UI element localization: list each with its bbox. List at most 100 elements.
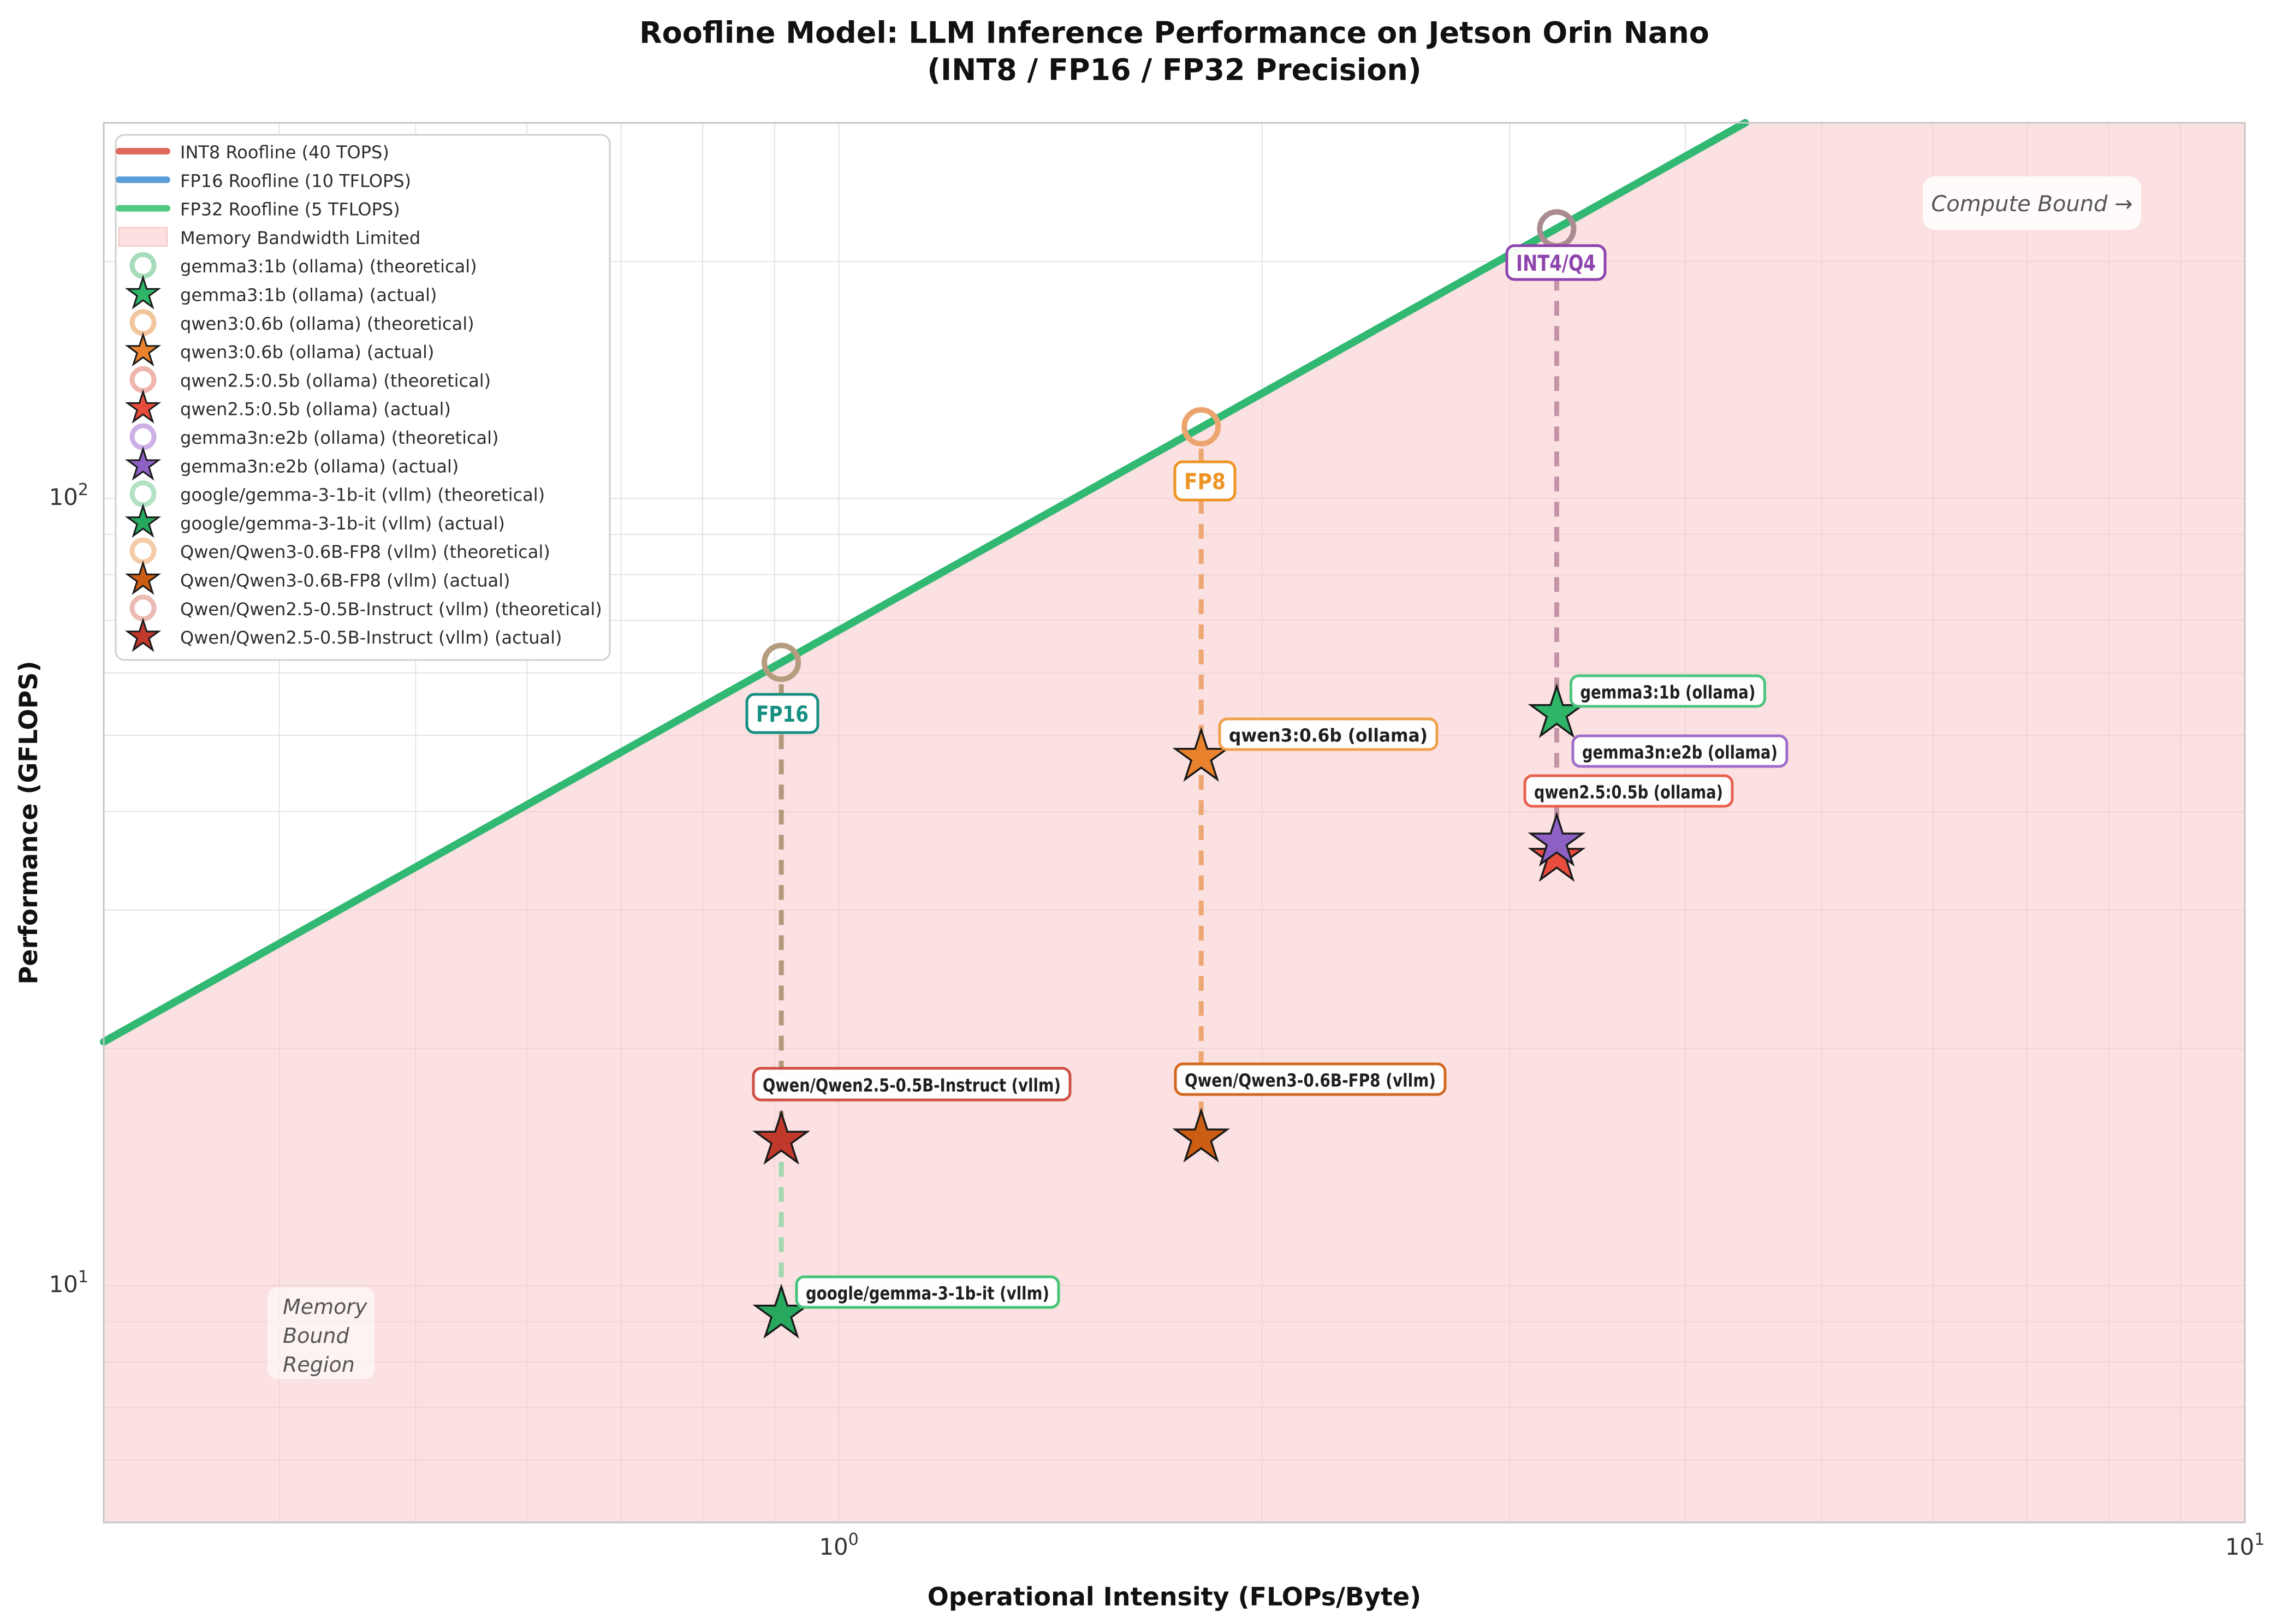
legend-item-qwen2-5-0-5b-ollama-actual: qwen2.5:0.5b (ollama) (actual) xyxy=(124,389,451,424)
chart-title-line2: (INT8 / FP16 / FP32 Precision) xyxy=(927,53,1421,87)
legend-item-memory-bandwidth-limited: Memory Bandwidth Limited xyxy=(118,227,420,248)
legend: INT8 Roofline (40 TOPS) FP16 Roofline (10… xyxy=(115,134,611,661)
memory-bound-text-line2: Bound xyxy=(283,1324,349,1348)
legend-item-fp32-roofline-5-tflops-label: FP32 Roofline (5 TFLOPS) xyxy=(180,199,400,220)
legend-item-qwen3-0-6b-ollama-actual-swatch xyxy=(124,332,162,367)
legend-item-qwen3-0-6b-ollama-theoretical-label: qwen3:0.6b (ollama) (theoretical) xyxy=(180,313,474,334)
legend-item-gemma3n-e2b-ollama-actual-label: gemma3n:e2b (ollama) (actual) xyxy=(180,456,459,477)
precision-tag-fp8-text: FP8 xyxy=(1184,469,1226,495)
x-axis-label: Operational Intensity (FLOPs/Byte) xyxy=(928,1582,1421,1611)
model-label-qwen-qwen2-5-0-5b-instruct-vllm-text: Qwen/Qwen2.5-0.5B-Instruct (vllm) xyxy=(763,1075,1061,1096)
theoretical-marker-fp8 xyxy=(1181,407,1221,447)
model-label-qwen-qwen3-0-6b-fp8-vllm: Qwen/Qwen3-0.6B-FP8 (vllm) xyxy=(1174,1062,1447,1096)
legend-item-qwen-qwen2-5-0-5b-instruct-vllm-theoretical-label: Qwen/Qwen2.5-0.5B-Instruct (vllm) (theor… xyxy=(180,599,602,620)
legend-box xyxy=(115,134,611,661)
plot-border xyxy=(103,122,2246,1524)
legend-item-qwen-qwen2-5-0-5b-instruct-vllm-actual-swatch xyxy=(124,617,162,652)
theoretical-marker-fp16 xyxy=(762,643,801,682)
model-label-gemma3-1b-ollama-box xyxy=(1570,674,1766,708)
y-tick-10e1: 101 xyxy=(49,1268,88,1298)
precision-tag-fp16-text: FP16 xyxy=(756,702,809,727)
legend-item-qwen3-0-6b-ollama-actual: qwen3:0.6b (ollama) (actual) xyxy=(124,332,434,367)
actual-star-qwen-qwen3-0-6b-fp8-vllm xyxy=(1172,1107,1231,1163)
legend-item-gemma3n-e2b-ollama-theoretical-label: gemma3n:e2b (ollama) (theoretical) xyxy=(180,427,499,448)
legend-item-fp16-roofline-10-tflops: FP16 Roofline (10 TFLOPS) xyxy=(116,170,411,191)
legend-item-gemma3n-e2b-ollama-actual-swatch xyxy=(124,446,162,481)
legend-item-google-gemma-3-1b-it-vllm-theoretical-label: google/gemma-3-1b-it (vllm) (theoretical… xyxy=(180,485,545,505)
legend-item-google-gemma-3-1b-it-vllm-actual-label: google/gemma-3-1b-it (vllm) (actual) xyxy=(180,513,505,534)
precision-tag-fp8-box xyxy=(1173,460,1237,502)
actual-star-gemma3n-e2b-ollama xyxy=(1528,811,1586,867)
memory-bound-box xyxy=(268,1287,375,1379)
legend-item-int8-roofline-40-tops: INT8 Roofline (40 TOPS) xyxy=(116,142,389,163)
model-label-qwen-qwen2-5-0-5b-instruct-vllm-box xyxy=(752,1067,1072,1102)
legend-item-qwen2-5-0-5b-ollama-actual-label: qwen2.5:0.5b (ollama) (actual) xyxy=(180,399,451,420)
legend-item-qwen-qwen3-0-6b-fp8-vllm-actual: Qwen/Qwen3-0.6B-FP8 (vllm) (actual) xyxy=(124,560,510,595)
legend-item-qwen3-0-6b-ollama-actual-label: qwen3:0.6b (ollama) (actual) xyxy=(180,342,434,362)
model-label-qwen3-0-6b-ollama: qwen3:0.6b (ollama) xyxy=(1218,717,1439,751)
legend-item-gemma3-1b-ollama-actual-swatch xyxy=(124,275,162,310)
memory-bound-annotation: Memory Bound Region xyxy=(268,1287,375,1379)
legend-item-memory-bandwidth-limited-label: Memory Bandwidth Limited xyxy=(180,228,420,248)
legend-item-google-gemma-3-1b-it-vllm-actual-swatch xyxy=(124,503,162,538)
compute-bound-text: Compute Bound → xyxy=(1931,192,2132,217)
model-label-qwen2-5-0-5b-ollama-text: qwen2.5:0.5b (ollama) xyxy=(1534,782,1723,803)
legend-item-qwen2-5-0-5b-ollama-theoretical-label: qwen2.5:0.5b (ollama) (theoretical) xyxy=(180,370,491,391)
x-tick-10e0: 100 xyxy=(819,1530,859,1560)
legend-item-gemma3-1b-ollama-theoretical: gemma3:1b (ollama) (theoretical) xyxy=(129,252,477,279)
precision-tag-fp16-box xyxy=(745,693,819,734)
roofline-lines xyxy=(100,119,1749,1046)
precision-tag-int4-q4-text: INT4/Q4 xyxy=(1516,251,1596,276)
axis-tick-labels: 100 101 101 102 xyxy=(49,480,2265,1560)
model-label-gemma3n-e2b-ollama-box xyxy=(1571,734,1788,768)
legend-item-qwen2-5-0-5b-ollama-theoretical: qwen2.5:0.5b (ollama) (theoretical) xyxy=(129,366,491,393)
legend-item-qwen2-5-0-5b-ollama-actual-swatch xyxy=(124,389,162,424)
memory-bound-text-line3: Region xyxy=(283,1353,355,1377)
legend-item-int8-roofline-40-tops-label: INT8 Roofline (40 TOPS) xyxy=(180,142,389,163)
legend-item-qwen-qwen2-5-0-5b-instruct-vllm-actual: Qwen/Qwen2.5-0.5B-Instruct (vllm) (actua… xyxy=(124,617,562,652)
model-label-qwen-qwen3-0-6b-fp8-vllm-box xyxy=(1174,1062,1447,1096)
legend-item-gemma3n-e2b-ollama-theoretical: gemma3n:e2b (ollama) (theoretical) xyxy=(129,423,499,450)
model-label-gemma3n-e2b-ollama-text: gemma3n:e2b (ollama) xyxy=(1582,742,1778,763)
legend-item-gemma3n-e2b-ollama-actual: gemma3n:e2b (ollama) (actual) xyxy=(124,446,459,481)
model-label-google-gemma-3-1b-it-vllm-box xyxy=(795,1275,1060,1309)
model-label-gemma3n-e2b-ollama: gemma3n:e2b (ollama) xyxy=(1571,734,1788,768)
memory-bandwidth-limited-area xyxy=(104,123,2245,1522)
legend-item-qwen-qwen3-0-6b-fp8-vllm-actual-label: Qwen/Qwen3-0.6B-FP8 (vllm) (actual) xyxy=(180,570,510,591)
model-label-qwen-qwen3-0-6b-fp8-vllm-text: Qwen/Qwen3-0.6B-FP8 (vllm) xyxy=(1185,1070,1436,1091)
legend-item-qwen-qwen2-5-0-5b-instruct-vllm-theoretical: Qwen/Qwen2.5-0.5B-Instruct (vllm) (theor… xyxy=(129,594,602,622)
x-tick-10e1: 101 xyxy=(2225,1530,2265,1560)
legend-item-qwen-qwen3-0-6b-fp8-vllm-theoretical-label: Qwen/Qwen3-0.6B-FP8 (vllm) (theoretical) xyxy=(180,542,550,562)
legend-item-memory-bandwidth-limited-swatch xyxy=(118,227,168,247)
precision-tag-int4-q4-box xyxy=(1505,244,1607,281)
model-label-gemma3-1b-ollama-text: gemma3:1b (ollama) xyxy=(1580,682,1756,703)
legend-item-fp16-roofline-10-tflops-label: FP16 Roofline (10 TFLOPS) xyxy=(180,170,411,191)
actual-star-qwen3-0-6b-ollama xyxy=(1172,727,1231,782)
model-label-qwen2-5-0-5b-ollama-box xyxy=(1523,774,1734,808)
actual-star-qwen2-5-0-5b-ollama xyxy=(1528,826,1586,882)
legend-item-google-gemma-3-1b-it-vllm-theoretical: google/gemma-3-1b-it (vllm) (theoretical… xyxy=(129,480,545,508)
model-label-qwen3-0-6b-ollama-text: qwen3:0.6b (ollama) xyxy=(1229,725,1428,746)
legend-item-qwen-qwen3-0-6b-fp8-vllm-theoretical: Qwen/Qwen3-0.6B-FP8 (vllm) (theoretical) xyxy=(129,537,550,564)
model-label-gemma3-1b-ollama: gemma3:1b (ollama) xyxy=(1570,674,1766,708)
legend-item-gemma3-1b-ollama-actual-label: gemma3:1b (ollama) (actual) xyxy=(180,285,437,306)
model-label-google-gemma-3-1b-it-vllm-text: google/gemma-3-1b-it (vllm) xyxy=(806,1283,1049,1304)
memory-bound-region-fill xyxy=(104,123,2245,1522)
model-label-google-gemma-3-1b-it-vllm: google/gemma-3-1b-it (vllm) xyxy=(795,1275,1060,1309)
compute-bound-annotation: Compute Bound → xyxy=(1923,176,2141,230)
actual-star-qwen-qwen2-5-0-5b-instruct-vllm xyxy=(752,1109,811,1165)
chart-title-line1: Roofline Model: LLM Inference Performanc… xyxy=(639,16,1709,50)
memory-bound-text-line1: Memory xyxy=(283,1295,367,1319)
legend-item-qwen3-0-6b-ollama-theoretical: qwen3:0.6b (ollama) (theoretical) xyxy=(129,309,474,336)
annotations: FP16 Qwen/Qwen2.5-0.5B-Instruct (vllm) goo… xyxy=(268,176,2141,1379)
y-tick-10e2: 102 xyxy=(49,480,88,510)
model-label-qwen-qwen2-5-0-5b-instruct-vllm: Qwen/Qwen2.5-0.5B-Instruct (vllm) xyxy=(752,1067,1072,1102)
model-label-qwen2-5-0-5b-ollama: qwen2.5:0.5b (ollama) xyxy=(1523,774,1734,808)
y-axis-label: Performance (GFLOPS) xyxy=(14,661,43,985)
precision-tag-fp16: FP16 xyxy=(745,693,819,734)
legend-item-google-gemma-3-1b-it-vllm-actual: google/gemma-3-1b-it (vllm) (actual) xyxy=(124,503,505,538)
legend-item-qwen-qwen2-5-0-5b-instruct-vllm-actual-label: Qwen/Qwen2.5-0.5B-Instruct (vllm) (actua… xyxy=(180,627,562,648)
compute-bound-box xyxy=(1923,176,2141,230)
fp32-roofline-line xyxy=(100,119,1749,1046)
